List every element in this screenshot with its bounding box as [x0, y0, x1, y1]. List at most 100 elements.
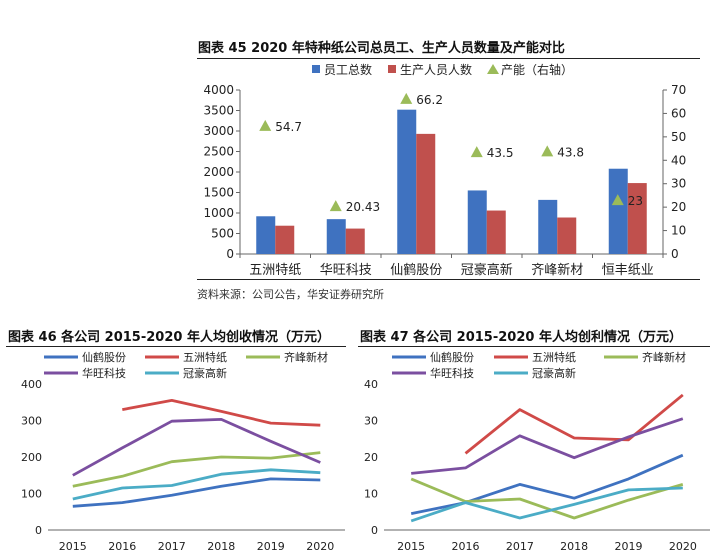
chart45-bar-production: [486, 210, 506, 254]
chart45-left-tick-label: 3000: [203, 124, 234, 138]
chart47-y-tick-label: 30: [364, 415, 378, 428]
chart47-y-tick-label: 40: [364, 378, 378, 391]
chart45-capacity-label: 43.5: [487, 146, 514, 160]
chart45-category-label: 齐峰新材: [531, 262, 583, 278]
chart45-right-tick-label: 40: [671, 153, 686, 167]
chart46-y-tick-label: 300: [21, 415, 42, 428]
chart45-right-tick-label: 50: [671, 130, 686, 144]
chart46-legend-label: 齐峰新材: [284, 350, 328, 364]
chart45-bar-total: [397, 109, 417, 255]
chart45-capacity-marker: [611, 194, 624, 206]
chart45-category-label: 华旺科技: [320, 263, 372, 278]
chart47-y-tick-label: 20: [364, 451, 378, 464]
chart46-x-tick-label: 2020: [306, 540, 334, 553]
chart47-legend-label: 冠豪高新: [532, 366, 576, 380]
chart45-legend-label: 员工总数: [324, 62, 372, 77]
chart47-legend-label: 齐峰新材: [642, 350, 686, 364]
chart47-x-tick-label: 2015: [397, 540, 425, 553]
chart47-legend-label: 仙鹤股份: [430, 350, 474, 364]
chart45-left-tick-label: 3500: [203, 104, 234, 118]
chart45-category-label: 五洲特纸: [249, 263, 301, 278]
chart45-category-label: 仙鹤股份: [390, 262, 442, 278]
chart45-source: 资料来源：公司公告，华安证券研究所: [197, 288, 384, 301]
chart45-capacity-label: 43.8: [557, 145, 584, 159]
chart45-legend-swatch: [388, 65, 396, 73]
chart45-legend-label: 产能（右轴）: [501, 62, 573, 77]
chart46-x-tick-label: 2017: [158, 540, 186, 553]
chart47-series-line: [410, 453, 684, 515]
chart45-left-tick-label: 2500: [203, 145, 234, 159]
chart47-series-line: [411, 417, 684, 475]
chart45-left-tick-label: 2000: [203, 165, 234, 179]
chart47-series-line: [410, 477, 684, 520]
chart46-title-rule: [6, 346, 346, 347]
chart47-title-rule: [358, 346, 710, 347]
chart45-bar-production: [557, 217, 577, 254]
chart45-legend-swatch: [312, 65, 320, 73]
chart45-legend-label: 生产人员人数: [400, 62, 472, 77]
chart45-bar-production: [416, 133, 436, 254]
chart47-series-line: [410, 486, 683, 523]
chart45-capacity-marker: [470, 146, 483, 158]
chart47-x-tick-label: 2016: [452, 540, 480, 553]
chart45-title: 图表 45 2020 年特种纸公司总员工、生产人员数量及产能对比: [198, 41, 565, 56]
chart45-legend-swatch: [487, 64, 499, 74]
chart46-x-tick-label: 2016: [108, 540, 136, 553]
chart45-left-tick-label: 1000: [203, 206, 234, 220]
chart45-category-label: 恒丰纸业: [602, 263, 654, 278]
chart46-series-line: [122, 399, 321, 427]
chart45-capacity-label: 66.2: [416, 93, 443, 107]
chart46-x-tick-label: 2015: [59, 540, 87, 553]
chart45-right-tick-label: 60: [671, 106, 686, 120]
chart46-series-line: [72, 451, 321, 488]
chart45-right-tick-label: 10: [671, 224, 686, 238]
chart46-legend-label: 冠豪高新: [183, 366, 227, 380]
chart45-bar-total: [608, 168, 628, 254]
chart46-y-tick-label: 200: [21, 451, 42, 464]
chart45-capacity-marker: [329, 200, 342, 212]
chart45-bar-total: [256, 216, 276, 254]
chart45-bar-production: [627, 183, 647, 254]
chart46-series-line: [72, 477, 321, 508]
chart45-capacity-marker: [400, 92, 413, 104]
chart47-x-tick-label: 2017: [506, 540, 534, 553]
chart45-right-tick-label: 70: [671, 83, 686, 97]
chart47-legend-label: 五洲特纸: [532, 350, 576, 364]
chart45-left-tick-label: 500: [211, 227, 234, 241]
chart47-x-tick-label: 2020: [669, 540, 697, 553]
chart45-left-tick-label: 4000: [203, 83, 234, 97]
chart45-bar-total: [538, 199, 558, 254]
chart47-title: 图表 47 各公司 2015-2020 年人均创利情况（万元）: [360, 330, 682, 345]
chart45-bar-production: [345, 228, 365, 254]
chart45-bottom-rule: [197, 279, 700, 280]
chart46-title: 图表 46 各公司 2015-2020 年人均创收情况（万元）: [8, 330, 330, 345]
chart47-x-tick-label: 2018: [560, 540, 588, 553]
chart47-y-tick-label: 0: [371, 524, 378, 537]
chart46-x-tick-label: 2018: [207, 540, 235, 553]
chart46-y-tick-label: 0: [35, 524, 42, 537]
chart46-legend-label: 五洲特纸: [183, 350, 227, 364]
chart45-right-tick-label: 20: [671, 200, 686, 214]
chart45-capacity-marker: [541, 145, 554, 157]
chart46-x-tick-label: 2019: [257, 540, 285, 553]
chart45-title-rule: [197, 58, 700, 59]
chart45-capacity-label: 20.43: [346, 200, 380, 214]
chart46-y-tick-label: 100: [21, 488, 42, 501]
chart46-series-line: [72, 418, 321, 477]
chart45-left-tick-label: 0: [226, 247, 234, 261]
chart47-legend-label: 华旺科技: [430, 366, 474, 380]
chart45-bar-production: [275, 225, 295, 254]
chart45-bar-total: [326, 219, 346, 254]
chart47-x-tick-label: 2019: [615, 540, 643, 553]
chart47-y-tick-label: 10: [364, 488, 378, 501]
chart46-legend-label: 仙鹤股份: [82, 350, 126, 364]
chart45-capacity-label: 54.7: [275, 120, 302, 134]
chart45-left-tick-label: 1500: [203, 186, 234, 200]
chart45-right-tick-label: 30: [671, 177, 686, 191]
chart45-capacity-marker: [259, 119, 272, 131]
chart45-right-tick-label: 0: [671, 247, 679, 261]
chart45-bar-total: [467, 190, 487, 254]
chart45-capacity-label: 23: [628, 194, 643, 208]
